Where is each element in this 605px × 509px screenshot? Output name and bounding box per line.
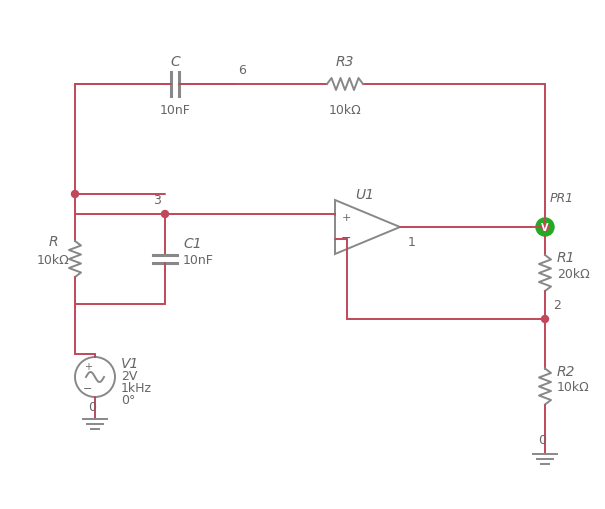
Circle shape — [162, 211, 169, 218]
Text: 2V: 2V — [121, 370, 137, 383]
Text: 0°: 0° — [121, 394, 136, 407]
Text: 20kΩ: 20kΩ — [557, 267, 590, 280]
Text: C1: C1 — [183, 237, 201, 250]
Text: 10kΩ: 10kΩ — [37, 253, 70, 266]
Text: 1kHz: 1kHz — [121, 382, 152, 394]
Text: V1: V1 — [121, 356, 139, 370]
Text: 10kΩ: 10kΩ — [557, 380, 590, 393]
Text: R3: R3 — [336, 55, 355, 69]
Text: V: V — [541, 222, 549, 233]
Circle shape — [71, 191, 79, 198]
Text: −: − — [341, 231, 352, 244]
Text: 3: 3 — [153, 193, 161, 207]
Text: −: − — [83, 383, 93, 393]
Text: +: + — [341, 213, 351, 222]
Text: 10nF: 10nF — [160, 103, 191, 116]
Text: PR1: PR1 — [550, 191, 574, 204]
Text: U1: U1 — [356, 188, 374, 202]
Text: 2: 2 — [553, 298, 561, 312]
Text: R2: R2 — [557, 364, 575, 378]
Text: R: R — [48, 235, 58, 248]
Text: C: C — [170, 55, 180, 69]
Text: 0: 0 — [538, 434, 546, 446]
Text: 10nF: 10nF — [183, 253, 214, 266]
Text: 6: 6 — [238, 64, 246, 77]
Text: 10kΩ: 10kΩ — [329, 103, 361, 116]
Circle shape — [541, 224, 549, 231]
Text: +: + — [84, 361, 92, 371]
Text: 1: 1 — [408, 235, 416, 248]
Text: R1: R1 — [557, 250, 575, 265]
Circle shape — [541, 316, 549, 323]
Text: 0: 0 — [88, 401, 96, 414]
Circle shape — [536, 218, 554, 237]
